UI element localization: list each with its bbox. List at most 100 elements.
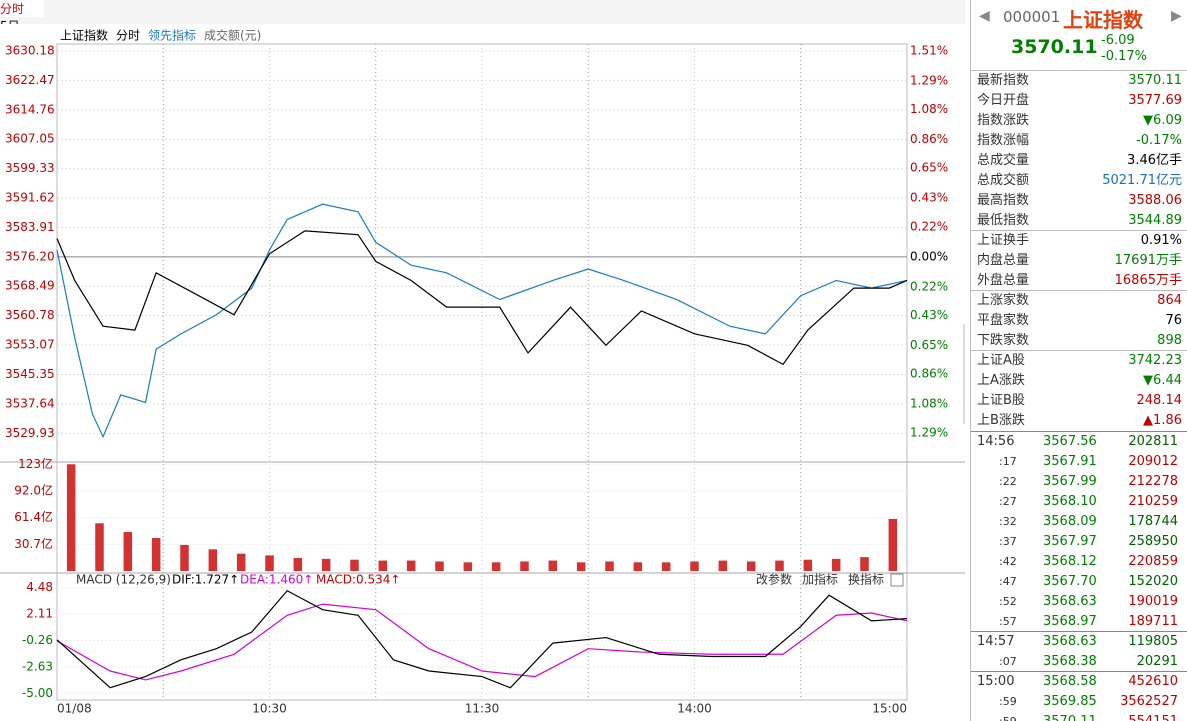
info-label: 内盘总量 <box>977 253 1030 268</box>
info-value: ▲1.86 <box>1143 413 1182 428</box>
info-value: 864 <box>1157 293 1182 308</box>
tick-row: :27 3568.10 210259 <box>971 492 1187 512</box>
volume-bar <box>151 538 161 571</box>
x-tick-label: 11:30 <box>465 702 500 716</box>
tick-volume: 554151 <box>1128 712 1178 721</box>
y-tick-label: 3553.07 <box>5 338 55 352</box>
info-value: 5021.71亿元 <box>1102 173 1182 188</box>
info-value: ▼6.44 <box>1143 373 1182 388</box>
info-row: 指数涨跌 ▼6.09 <box>971 111 1187 131</box>
tick-row: :22 3567.99 212278 <box>971 472 1187 492</box>
tick-time: 15:00 <box>977 674 1015 689</box>
macd-tick-label: -2.63 <box>22 659 53 673</box>
tick-time: :37 <box>999 535 1017 548</box>
info-row: 外盘总量 16865万手 <box>971 271 1187 291</box>
tick-price: 3568.10 <box>1043 494 1097 509</box>
macd-tick-label: 4.48 <box>26 580 53 594</box>
y-tick-label: 3607.05 <box>5 132 55 146</box>
pct-tick-label: 0.43% <box>910 308 948 322</box>
macd-tick-label: -0.26 <box>22 633 53 647</box>
info-row: 最高指数 3588.06 <box>971 191 1187 211</box>
tick-volume: 178744 <box>1128 514 1178 529</box>
info-label: 总成交额 <box>977 173 1030 188</box>
tick-time: :22 <box>999 475 1017 488</box>
tick-time: :57 <box>999 615 1017 628</box>
info-row: 下跌家数 898 <box>971 331 1187 351</box>
y-tick-label: 3545.35 <box>5 367 55 381</box>
info-value: 3577.69 <box>1128 93 1182 108</box>
macd-dea: DEA:1.460↑ <box>240 573 313 587</box>
info-value: 3544.89 <box>1128 213 1182 228</box>
change: -6.09 <box>1101 33 1135 48</box>
info-row: 平盘家数 76 <box>971 311 1187 331</box>
info-row: 最低指数 3544.89 <box>971 211 1187 231</box>
info-label: 上A涨跌 <box>977 373 1025 388</box>
pct-tick-label: 0.43% <box>910 191 948 205</box>
y-tick-label: 3560.78 <box>5 308 55 322</box>
tick-volume: 190019 <box>1128 594 1178 609</box>
tick-price: 3568.12 <box>1043 554 1097 569</box>
y-tick-label: 3576.20 <box>5 249 55 263</box>
y-tick-label: 3568.49 <box>5 279 55 293</box>
separator <box>971 431 1187 432</box>
tick-volume: 202811 <box>1128 434 1178 449</box>
tick-volume: 152020 <box>1128 574 1178 589</box>
tick-row: :57 3568.97 189711 <box>971 612 1187 632</box>
splitter <box>963 324 965 424</box>
dea-line <box>56 603 908 681</box>
info-value: 0.91% <box>1140 233 1182 248</box>
info-label: 上证换手 <box>977 233 1030 248</box>
macd-title: MACD (12,26,9) <box>76 573 171 587</box>
tick-price: 3568.97 <box>1043 614 1097 629</box>
tick-volume: 119805 <box>1128 634 1178 649</box>
volume-bar <box>548 560 558 571</box>
info-label: 上B涨跌 <box>977 413 1025 428</box>
pct-tick-label: 1.51% <box>910 43 948 57</box>
macd-tick-label: 2.11 <box>26 607 53 621</box>
info-row: 总成交量 3.46亿手 <box>971 151 1187 171</box>
tick-price: 3567.99 <box>1043 474 1097 489</box>
info-row: 上涨家数 864 <box>971 291 1187 311</box>
price-line <box>56 230 908 366</box>
tick-time: :17 <box>999 455 1017 468</box>
tick-time: :47 <box>999 575 1017 588</box>
indicator-button[interactable]: 加指标 <box>802 572 838 587</box>
info-row: 上证A股 3742.23 <box>971 351 1187 371</box>
indicator-button[interactable]: 换指标 <box>848 572 884 587</box>
indicator-button[interactable]: 改参数 <box>756 572 792 587</box>
tick-price: 3570.11 <box>1043 712 1097 721</box>
volume-bar <box>180 544 189 571</box>
tick-price: 3568.58 <box>1043 674 1097 689</box>
pct-tick-label: 0.22% <box>910 219 948 233</box>
info-row: 总成交额 5021.71亿元 <box>971 171 1187 191</box>
info-value: 16865万手 <box>1114 273 1182 288</box>
info-label: 外盘总量 <box>977 273 1030 288</box>
info-value: 3742.23 <box>1128 353 1182 368</box>
info-value: 76 <box>1165 313 1182 328</box>
info-value: 898 <box>1157 333 1182 348</box>
separator <box>971 230 1187 231</box>
volume-bar <box>491 562 501 571</box>
stock-name: 上证指数 <box>1063 8 1143 32</box>
tick-price: 3568.63 <box>1043 594 1097 609</box>
y-tick-label: 3583.91 <box>5 220 55 234</box>
tick-time: 14:57 <box>977 634 1015 649</box>
tick-volume: 212278 <box>1128 474 1178 489</box>
pct-tick-label: 1.29% <box>910 425 948 439</box>
tick-time: :59 <box>999 695 1017 708</box>
macd-value: MACD:0.534↑ <box>316 573 400 587</box>
info-label: 上证B股 <box>977 393 1025 408</box>
tick-time: :59 <box>999 712 1017 721</box>
toolbar-button[interactable]: 分时 <box>0 0 44 17</box>
pct-tick-label: 0.00% <box>910 249 948 263</box>
info-row: 上证换手 0.91% <box>971 231 1187 251</box>
tick-row: :37 3567.97 258950 <box>971 532 1187 552</box>
volume-bar <box>661 562 671 571</box>
tick-volume: 3562527 <box>1120 694 1178 709</box>
tick-volume: 210259 <box>1128 494 1178 509</box>
y-tick-label: 3622.47 <box>5 73 55 87</box>
volume-bar <box>888 518 898 571</box>
close-button <box>890 573 904 587</box>
info-row: 内盘总量 17691万手 <box>971 251 1187 271</box>
tick-row: 15:00 3568.58 452610 <box>971 672 1187 692</box>
